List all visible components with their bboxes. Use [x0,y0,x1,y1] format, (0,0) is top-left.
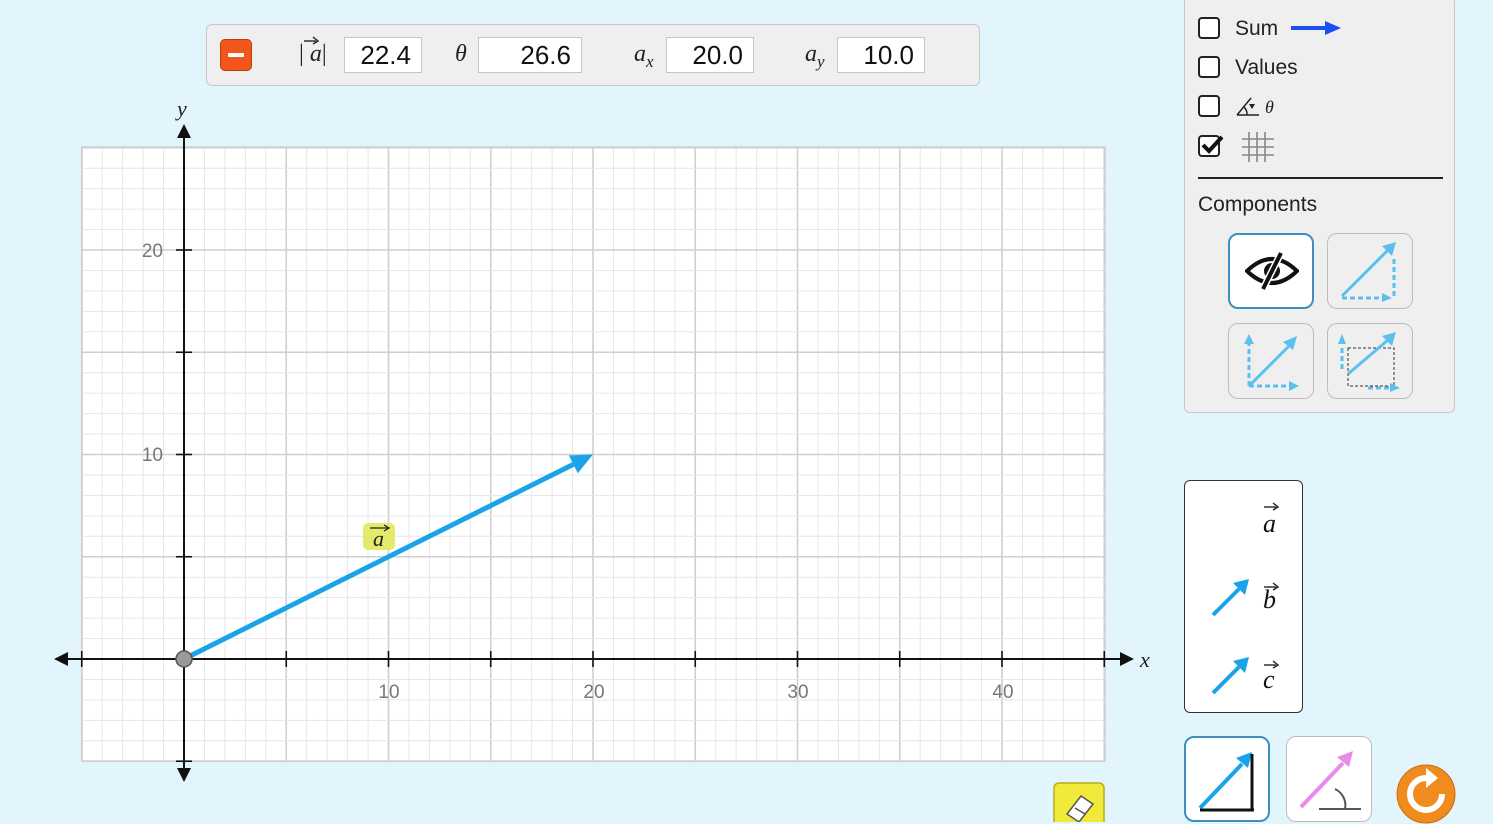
vector-arrow-icon [303,36,319,45]
toolbox-item-a[interactable]: a [1185,489,1302,549]
grid-icon [1242,132,1274,162]
vector-arrow-icon [1264,660,1279,669]
components-projection-icon [1338,332,1400,392]
vector-c-icon[interactable] [1209,653,1253,697]
components-triangle-icon [1340,242,1396,302]
controls-panel: Sum Values θ Components [1184,0,1455,413]
components-projection-button[interactable] [1327,323,1413,399]
angle-label: θ [1265,97,1274,117]
vector-toolbox: a b c [1184,480,1303,713]
grid [80,146,1106,763]
components-triangle-button[interactable] [1327,233,1413,309]
minus-icon [228,53,244,57]
components-hidden-button[interactable] [1228,233,1314,309]
magnitude-field[interactable]: 22.4 [344,37,422,73]
angle-icon [1236,97,1259,116]
theta-field[interactable]: 26.6 [478,37,582,73]
magnitude-label: | θa| [299,36,327,68]
x-tick-label: 10 [378,682,399,703]
axes [54,124,1134,782]
eraser-button[interactable] [1053,782,1105,822]
toolbox-a-label: a [1263,509,1276,538]
vector-arrow-icon [1264,502,1279,511]
components-title: Components [1198,193,1318,216]
sum-checkbox[interactable] [1198,17,1220,39]
eye-slash-icon [1245,251,1299,291]
vector-a-body[interactable] [182,462,575,662]
values-checkbox[interactable] [1198,56,1220,78]
remove-vector-button[interactable] [220,39,252,71]
y-tick-label: 20 [142,241,163,262]
y-tick-label: 10 [142,445,163,466]
x-axis-label: x [1139,647,1150,672]
angle-checkbox[interactable] [1198,95,1220,117]
vector-graph[interactable]: x y 10 20 30 40 10 20 a [0,0,1180,810]
components-parallelogram-button[interactable] [1228,323,1314,399]
y-axis-label: y [175,96,187,121]
theta-label: θ [455,41,467,67]
components-axis-icon [1244,334,1299,391]
toolbox-item-c[interactable]: c [1185,647,1302,707]
ay-label: ay [805,41,825,71]
vector-a-head[interactable] [568,454,593,474]
checkmark-icon [1201,135,1224,154]
ay-field[interactable]: 10.0 [837,37,925,73]
reset-button[interactable] [1396,764,1456,824]
vector-a-tail-handle[interactable] [175,650,193,668]
vector-a[interactable] [175,454,593,668]
x-tick-label: 30 [787,682,808,703]
reset-icon [1407,775,1445,813]
y-tick-labels: 10 20 [142,241,163,466]
vector-readout-panel: | θa| 22.4 θ 26.6 ax 20.0 ay 10.0 [206,24,980,86]
values-label: Values [1235,56,1298,79]
toolbox-c-label: c [1263,665,1275,694]
polar-mode-button[interactable] [1286,736,1372,822]
x-tick-labels: 10 20 30 40 [378,682,1013,703]
vector-arrow-icon [1264,582,1279,591]
ax-field[interactable]: 20.0 [666,37,754,73]
vector-a-label-tag: a [363,523,395,551]
polar-mode-icon [1299,751,1361,810]
ax-label: ax [634,41,654,71]
cartesian-mode-icon [1198,752,1254,812]
sum-label: Sum [1235,17,1279,40]
toolbox-item-b[interactable]: b [1185,569,1302,629]
x-tick-label: 40 [992,682,1013,703]
x-tick-label: 20 [583,682,604,703]
cartesian-mode-button[interactable] [1184,736,1270,822]
vector-b-icon[interactable] [1209,575,1253,619]
grid-checkbox[interactable] [1198,135,1224,157]
divider [1198,177,1443,179]
toolbox-b-label: b [1263,585,1276,614]
vector-a-label: a [373,526,384,551]
sum-arrow-icon [1291,21,1341,35]
